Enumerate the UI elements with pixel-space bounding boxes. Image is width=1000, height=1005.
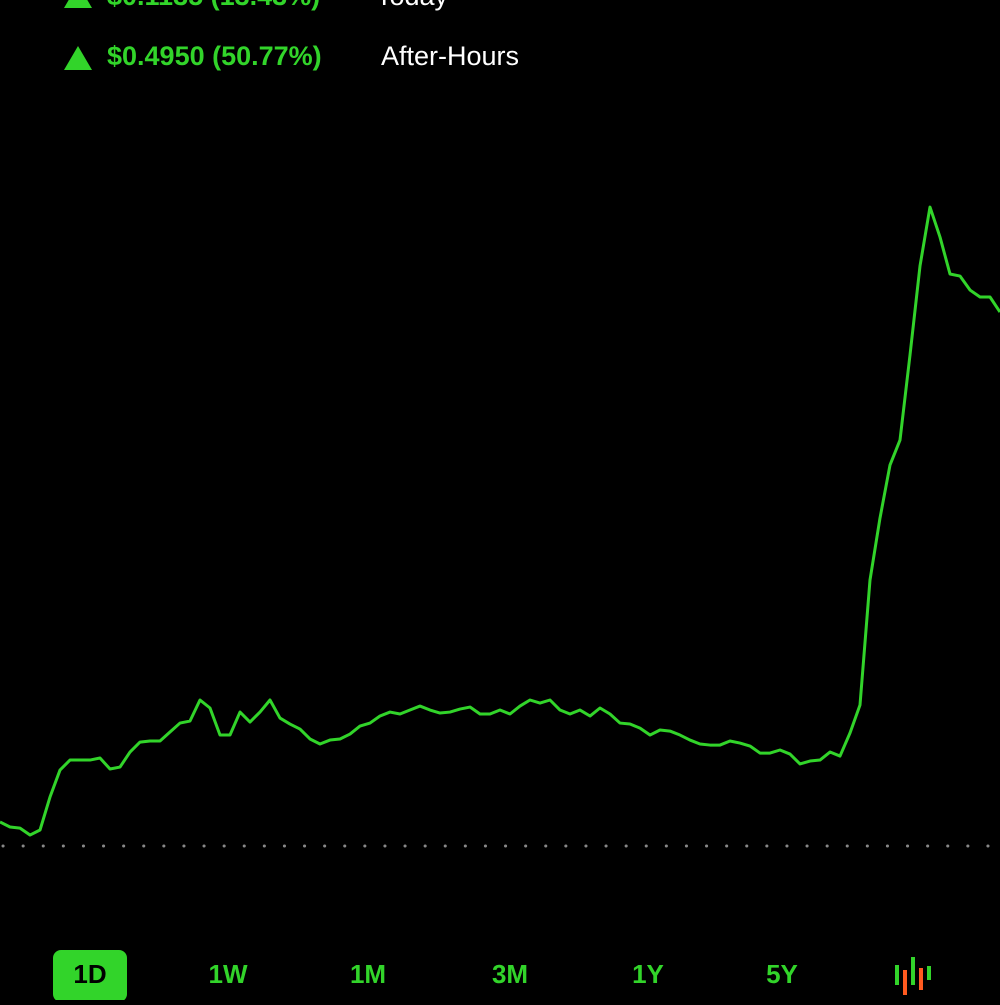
range-tabs: 1D 1W 1M 3M 1Y 5Y (53, 950, 798, 1002)
candlestick-toggle[interactable] (895, 957, 931, 995)
today-change: $0.1135 (13.43%) (107, 0, 320, 11)
range-tab[interactable]: 1W (209, 959, 248, 989)
range-tab[interactable]: 1M (350, 959, 386, 989)
range-tab[interactable]: 3M (492, 959, 528, 989)
price-chart (0, 205, 1000, 848)
up-arrow (64, 0, 92, 8)
after-hours-change: $0.4950 (50.77%) (107, 41, 322, 71)
selected-tab-bg (53, 950, 127, 1002)
up-arrow (64, 46, 92, 70)
price-line (0, 205, 1000, 837)
range-tab[interactable]: 5Y (766, 959, 798, 989)
range-tab[interactable]: 1Y (632, 959, 664, 989)
after-hours-label: After-Hours (381, 41, 519, 71)
range-tab[interactable]: 1D (73, 959, 106, 989)
today-label: Today (376, 0, 449, 11)
